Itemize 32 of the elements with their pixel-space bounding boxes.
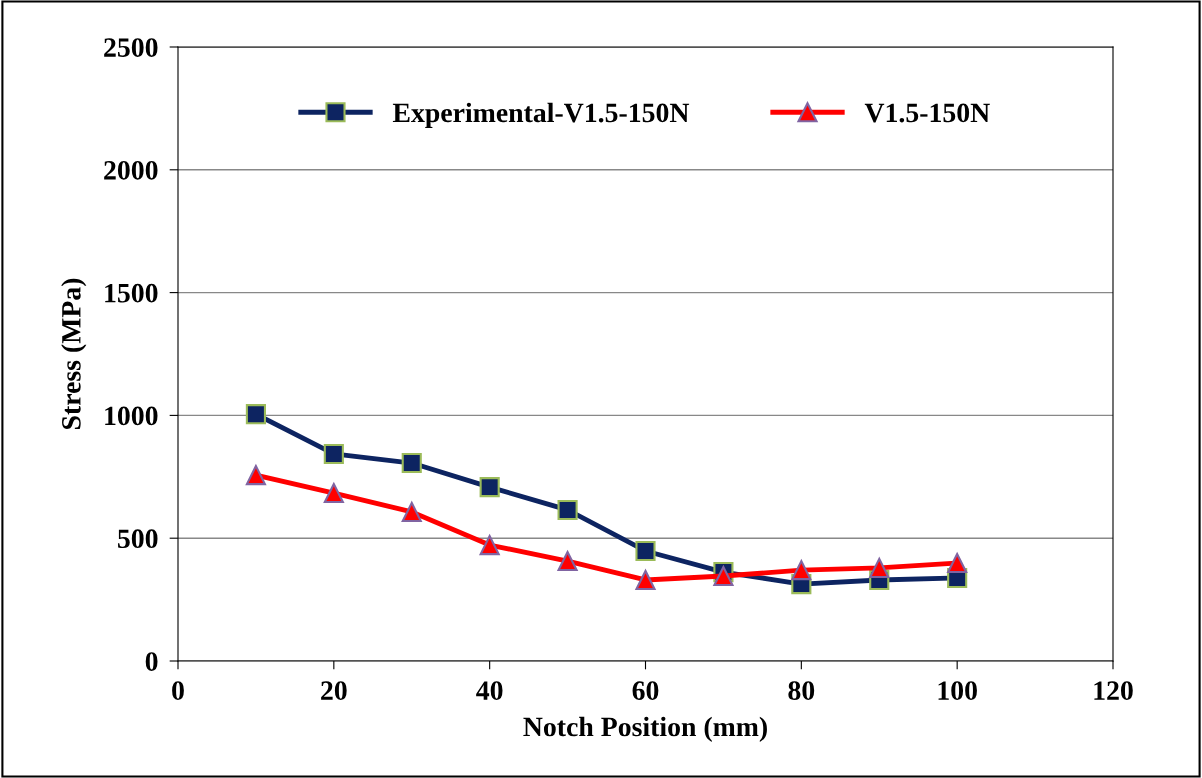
- x-tick-label: 120: [1094, 681, 1133, 700]
- y-tick-label: 1500: [105, 283, 158, 303]
- y-tick-label: 2500: [104, 38, 158, 57]
- point: [323, 443, 344, 465]
- point: [245, 465, 266, 486]
- point: [791, 560, 812, 581]
- point: [557, 550, 578, 572]
- x-tick-label: 0: [172, 681, 184, 700]
- point: [947, 552, 968, 574]
- y-tick-label: 2000: [104, 160, 158, 180]
- x-tick-label: 40: [476, 681, 503, 700]
- x-axis-title: Notch Position (mm): [523, 716, 767, 742]
- x-tick-label: 20: [321, 681, 347, 700]
- point: [323, 482, 344, 504]
- y-axis-title: Stress (MPa): [61, 278, 87, 430]
- point: [635, 569, 656, 591]
- x-tick-label: 100: [938, 681, 977, 700]
- legend-label: V1.5-150N: [864, 103, 990, 123]
- x-tick-label: 60: [632, 681, 659, 700]
- point: [479, 477, 500, 498]
- x-tick-label: 80: [788, 681, 815, 700]
- legend-label: Experimental-V1.5-150N: [392, 102, 690, 128]
- point: [557, 499, 578, 521]
- point: [479, 535, 500, 556]
- point: [401, 452, 422, 474]
- point: [635, 540, 656, 562]
- y-tick-label: 500: [118, 529, 158, 549]
- y-tick-label: 1000: [105, 406, 158, 426]
- point: [245, 404, 266, 425]
- y-tick-label: 0: [145, 652, 158, 671]
- point: [401, 501, 422, 522]
- point: [869, 557, 890, 578]
